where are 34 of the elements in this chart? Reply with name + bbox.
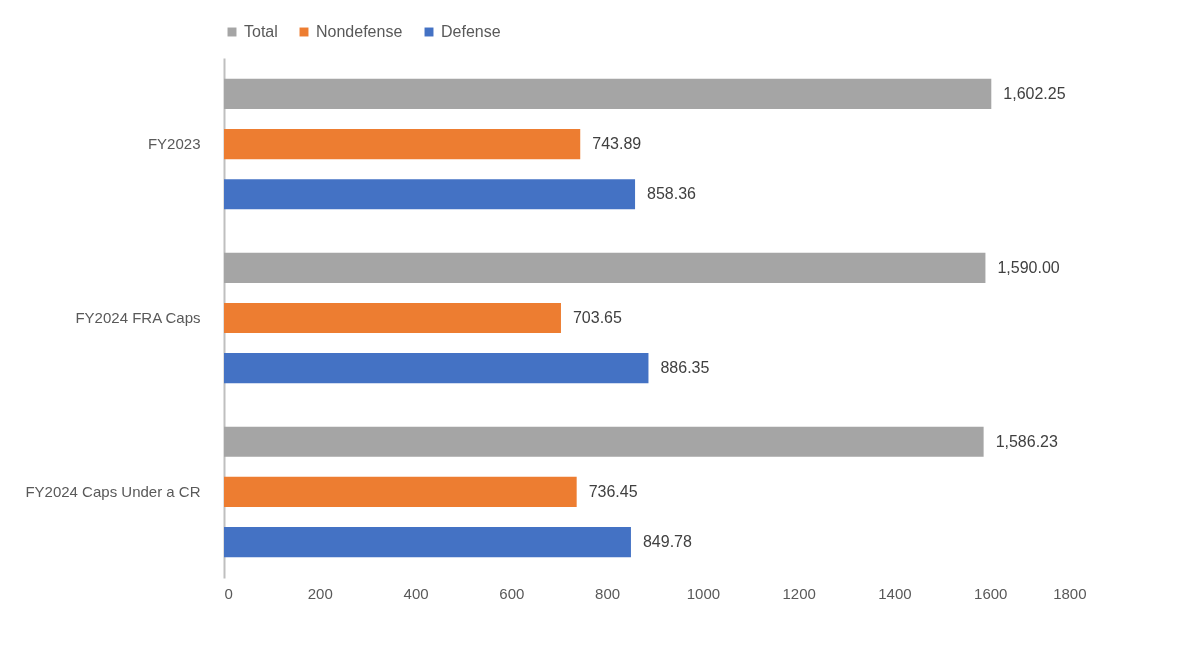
x-tick-label: 1000: [686, 584, 721, 602]
data-label: 736.45: [588, 482, 638, 500]
data-label: 858.36: [647, 185, 697, 203]
y-tick-label: FY2024 FRA Caps: [75, 309, 201, 326]
x-tick-label: 1600: [974, 584, 1008, 602]
x-tick-label: 0: [224, 584, 233, 602]
data-label: 703.65: [572, 309, 623, 326]
bar: [224, 476, 577, 507]
y-tick-label: FY2023: [147, 135, 201, 153]
data-label: 1,602.25: [1003, 84, 1066, 102]
data-label: 1,586.23: [995, 432, 1059, 450]
bar: [224, 129, 581, 160]
data-label: 743.89: [592, 135, 642, 153]
x-tick-label: 1800: [1053, 584, 1087, 602]
bar: [224, 353, 649, 384]
legend-label: Nondefense: [316, 23, 403, 40]
legend-label: Defense: [441, 23, 501, 40]
bar: [224, 302, 561, 334]
bar: [224, 426, 984, 457]
data-label: 1,590.00: [997, 258, 1060, 276]
legend-label: Total: [244, 23, 278, 40]
bar: [224, 527, 631, 558]
x-tick-label: 1400: [878, 584, 912, 602]
x-tick-label: 1200: [782, 584, 816, 602]
y-tick-label: FY2024 Caps Under a CR: [25, 482, 201, 500]
bar: [224, 78, 992, 109]
data-label: 849.78: [642, 533, 692, 551]
x-tick-label: 400: [403, 584, 429, 602]
x-tick-label: 600: [499, 584, 525, 602]
bar: [224, 179, 636, 210]
data-label: 886.35: [660, 359, 710, 377]
bar: [224, 252, 986, 283]
x-tick-label: 200: [307, 584, 333, 602]
x-tick-label: 800: [595, 584, 621, 602]
